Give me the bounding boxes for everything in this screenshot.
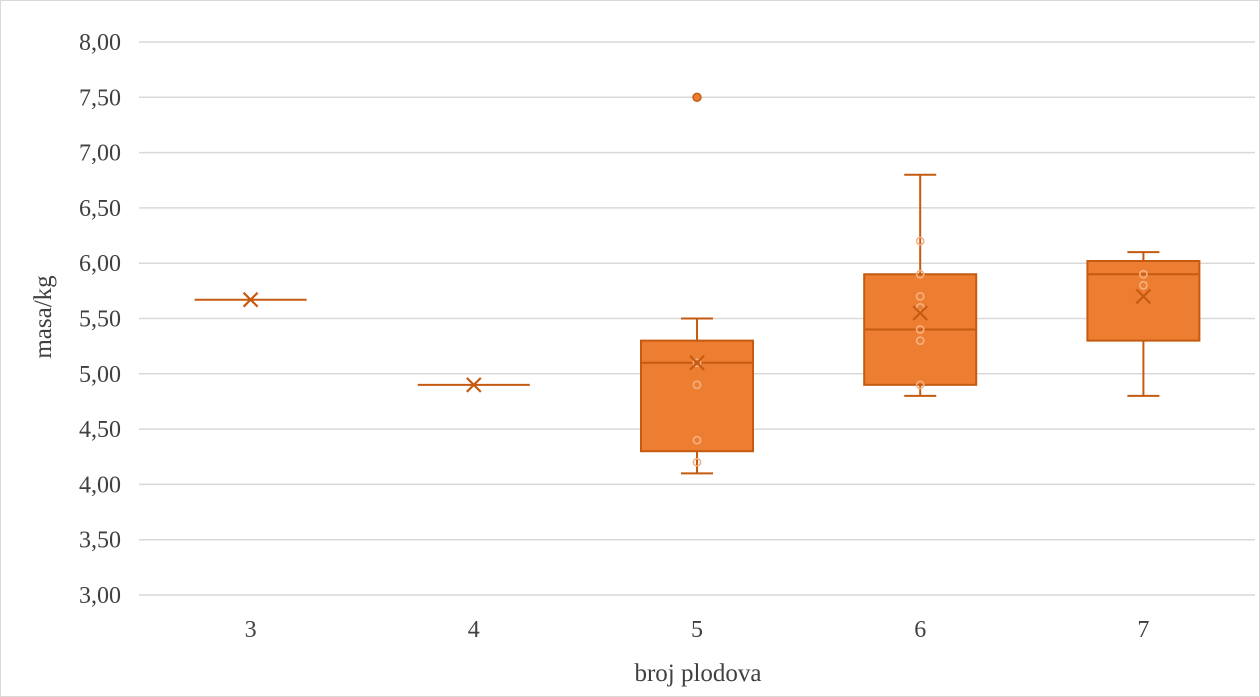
outlier-point xyxy=(692,92,702,103)
box xyxy=(1086,259,1201,342)
data-point xyxy=(915,336,925,346)
box-group-7 xyxy=(1086,251,1201,397)
y-tick-label: 5,00 xyxy=(79,362,121,388)
x-axis-title: broj plodova xyxy=(634,660,761,687)
mean-marker xyxy=(242,291,259,308)
y-tick-label: 7,00 xyxy=(79,141,121,167)
x-tick-label: 4 xyxy=(468,617,480,643)
box-group-4 xyxy=(417,377,530,393)
mean-marker xyxy=(912,305,928,321)
data-point xyxy=(915,269,925,279)
y-tick-label: 6,50 xyxy=(79,196,121,222)
y-tick-label: 4,50 xyxy=(79,417,121,443)
box-group-6 xyxy=(863,173,978,397)
data-point xyxy=(1139,269,1148,279)
box-series xyxy=(194,92,1201,475)
data-point xyxy=(692,435,702,445)
x-tick-label: 3 xyxy=(245,617,257,643)
data-point xyxy=(915,380,925,390)
box xyxy=(640,339,754,453)
data-point xyxy=(915,325,925,334)
y-axis-tick-labels: 3,00 3,50 4,00 4,50 5,00 5,50 6,00 6,50 7,00 7,50… xyxy=(79,30,121,609)
y-tick-label: 3,50 xyxy=(79,528,121,554)
x-tick-label: 6 xyxy=(914,617,926,643)
box-group-5 xyxy=(640,92,754,475)
x-tick-label: 5 xyxy=(691,617,703,643)
y-tick-label: 8,00 xyxy=(79,30,121,56)
data-point xyxy=(692,358,702,368)
mean-marker xyxy=(1135,288,1152,305)
mean-marker xyxy=(466,377,482,393)
box-group-3 xyxy=(194,291,307,308)
y-tick-label: 4,00 xyxy=(79,472,121,498)
y-axis-title: masa/kg xyxy=(30,275,57,359)
data-point xyxy=(692,457,702,467)
y-tick-label: 6,00 xyxy=(79,251,121,277)
x-tick-label: 7 xyxy=(1137,617,1149,643)
y-tick-label: 7,50 xyxy=(79,85,121,111)
data-point xyxy=(692,380,702,390)
mean-marker xyxy=(689,354,705,371)
data-point xyxy=(915,303,925,312)
data-point xyxy=(915,236,925,246)
x-axis-tick-labels: 3 4 5 6 7 xyxy=(245,617,1150,643)
data-point xyxy=(915,291,925,301)
data-point xyxy=(1139,280,1148,290)
y-tick-label: 5,50 xyxy=(79,307,121,333)
y-tick-label: 3,00 xyxy=(79,583,121,609)
